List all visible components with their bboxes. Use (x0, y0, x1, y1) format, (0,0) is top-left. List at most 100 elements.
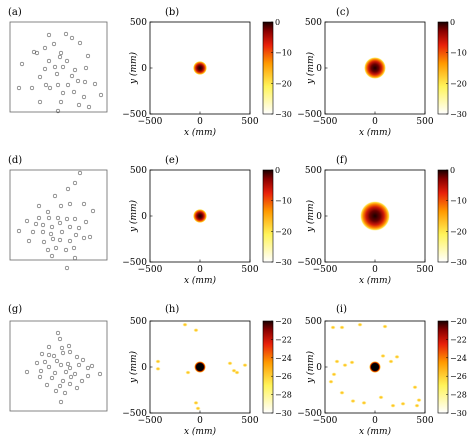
array-element-marker (46, 32, 52, 38)
array-element-marker (72, 255, 78, 261)
sidelobe-speckle (378, 395, 384, 400)
sidelobe-speckle (331, 372, 337, 377)
array-element-marker (64, 58, 70, 64)
sidelobe-speckle (227, 361, 233, 366)
array-element-marker (57, 336, 63, 342)
array-element-marker (80, 357, 86, 363)
array-element-marker (45, 247, 51, 253)
array-element-marker (67, 238, 73, 244)
focal-spot (193, 61, 207, 75)
array-element-marker (76, 225, 82, 231)
array-element-marker (76, 362, 82, 368)
y-axis-label: y (mm) (128, 350, 139, 384)
x-axis-label: x (mm) (184, 275, 217, 286)
panel-label: (i) (336, 304, 347, 315)
y-tick-label: 0 (316, 64, 322, 74)
sidelobe-speckle (339, 325, 345, 330)
array-element-marker (83, 219, 89, 225)
array-element-marker (77, 170, 83, 176)
sidelobe-speckle (334, 359, 340, 364)
sidelobe-speckle (388, 359, 394, 364)
colorbar-tick-label: −20 (275, 317, 292, 326)
sidelobe-speckle (416, 398, 422, 403)
y-axis-label: y (mm) (128, 199, 139, 233)
sidelobe-speckle (155, 359, 161, 364)
array-element-marker (74, 354, 80, 360)
colorbar (437, 21, 449, 115)
sidelobe-speckle (390, 403, 396, 408)
array-element-marker (57, 220, 63, 226)
array-element-marker (59, 229, 65, 235)
x-tick-label: 500 (241, 265, 258, 275)
array-element-marker (46, 364, 52, 370)
array-element-marker (46, 58, 52, 64)
x-axis-label: x (mm) (184, 426, 217, 437)
x-axis-label: x (mm) (359, 426, 392, 437)
array-element-marker (37, 374, 43, 380)
array-element-marker (42, 66, 48, 72)
array-element-marker (62, 390, 68, 396)
colorbar-tick-label: −22 (275, 335, 292, 344)
y-tick-label: 500 (130, 317, 147, 327)
array-frame (9, 320, 108, 412)
array-element-marker (49, 375, 55, 381)
array-element-marker (72, 216, 78, 222)
focal-spot (369, 361, 381, 373)
x-tick-label: 0 (197, 265, 203, 275)
sidelobe-speckle (195, 406, 201, 411)
panel-label: (b) (165, 7, 179, 18)
colorbar-tick-label: −10 (450, 49, 467, 58)
array-element-marker (42, 45, 48, 51)
array-element-marker (37, 99, 43, 105)
y-tick-label: 0 (141, 64, 147, 74)
array-element-marker (46, 352, 52, 358)
array-element-marker (67, 201, 73, 207)
array-element-marker (72, 371, 78, 377)
array-element-marker (58, 203, 64, 209)
array-element-marker (54, 71, 60, 77)
array-element-marker (51, 353, 57, 359)
x-axis-label: x (mm) (184, 127, 217, 138)
x-tick-label: −500 (138, 416, 163, 426)
sidelobe-speckle (394, 354, 400, 359)
x-tick-label: −500 (138, 265, 163, 275)
sidelobe-speckle (361, 400, 367, 405)
x-tick-label: −500 (138, 117, 163, 127)
array-element-marker (58, 50, 64, 56)
x-tick-label: 0 (372, 117, 378, 127)
array-element-marker (83, 65, 89, 71)
array-element-marker (36, 203, 42, 209)
colorbar-tick-label: −28 (450, 391, 467, 400)
sidelobe-speckle (350, 399, 356, 404)
array-element-marker (46, 215, 52, 221)
sidelobe-speckle (342, 363, 348, 368)
array-element-marker (67, 224, 73, 230)
y-axis-label: y (mm) (305, 199, 316, 233)
array-element-marker (73, 232, 79, 238)
array-element-marker (47, 85, 53, 91)
sidelobe-speckle (330, 325, 336, 330)
colorbar (437, 320, 449, 414)
array-element-marker (55, 108, 61, 114)
array-element-marker (60, 90, 66, 96)
array-element-marker (97, 371, 103, 377)
colorbar-tick-label: −30 (450, 110, 467, 119)
array-element-marker (38, 368, 44, 374)
array-element-marker (66, 343, 72, 349)
array-frame (9, 169, 108, 261)
colorbar-tick-label: −30 (275, 258, 292, 267)
colorbar-tick-label: −10 (275, 197, 292, 206)
array-element-marker (24, 218, 30, 224)
array-element-marker (69, 35, 75, 41)
colorbar-tick-label: 0 (275, 166, 280, 175)
focal-spot (360, 201, 390, 231)
colorbar-tick-label: −20 (450, 79, 467, 88)
array-element-marker (85, 53, 91, 59)
array-element-marker (52, 193, 58, 199)
array-element-marker (57, 383, 63, 389)
sidelobe-speckle (380, 353, 386, 358)
y-tick-label: −500 (122, 258, 147, 268)
array-element-marker (89, 363, 95, 369)
colorbar-tick-label: −22 (450, 335, 467, 344)
